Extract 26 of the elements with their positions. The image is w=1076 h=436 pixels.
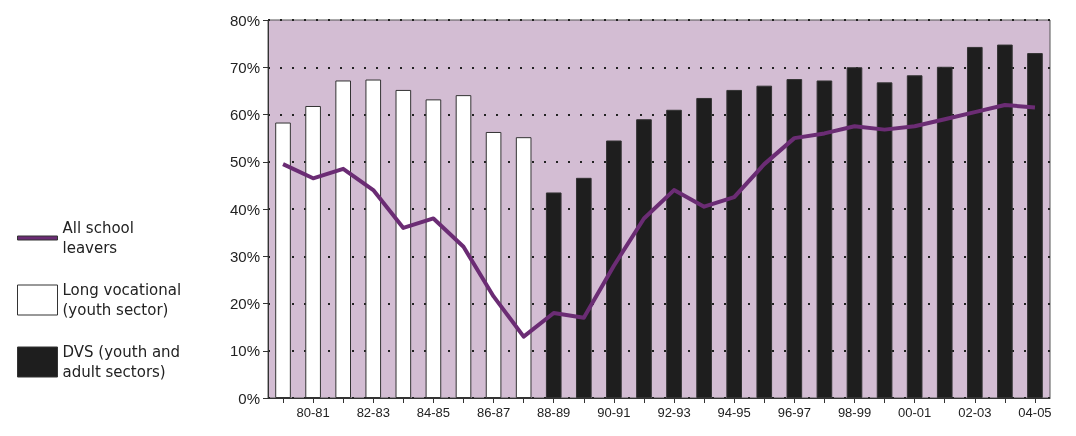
x-tick-label: 86-87 (476, 405, 511, 420)
x-tick-label: 90-91 (597, 405, 631, 420)
x-tick-label: 02-03 (958, 405, 992, 420)
y-tick-label: 0% (238, 389, 260, 407)
x-tick-label: 94-95 (717, 405, 751, 420)
line-series (281, 103, 1037, 339)
y-tick-label: 70% (229, 58, 260, 76)
x-tick-label: 96-97 (777, 405, 811, 420)
legend-label: All school leavers (62, 219, 139, 257)
x-tick-label: 92-93 (657, 405, 691, 420)
x-tick-label: 04-05 (1018, 405, 1052, 420)
x-tick-label: 84-85 (416, 405, 451, 420)
y-tick-label: 40% (229, 200, 260, 218)
y-tick-label: 20% (229, 295, 260, 312)
x-tick-label: 80-81 (296, 405, 330, 420)
y-tick-label: 10% (229, 342, 260, 360)
y-tick-label: 50% (229, 153, 260, 171)
x-tick-label: 88-89 (537, 405, 571, 420)
x-tick-label: 98-99 (837, 405, 872, 420)
y-tick-label: 80% (229, 11, 260, 29)
legend-label: DVS (youth and adult sectors) (62, 343, 185, 381)
y-tick-label: 60% (229, 106, 260, 123)
x-tick-label: 82-83 (356, 405, 390, 420)
x-tick-label: 00-01 (898, 405, 932, 420)
legend-label: Long vocational (youth sector) (62, 281, 186, 319)
y-tick-label: 30% (229, 247, 260, 265)
